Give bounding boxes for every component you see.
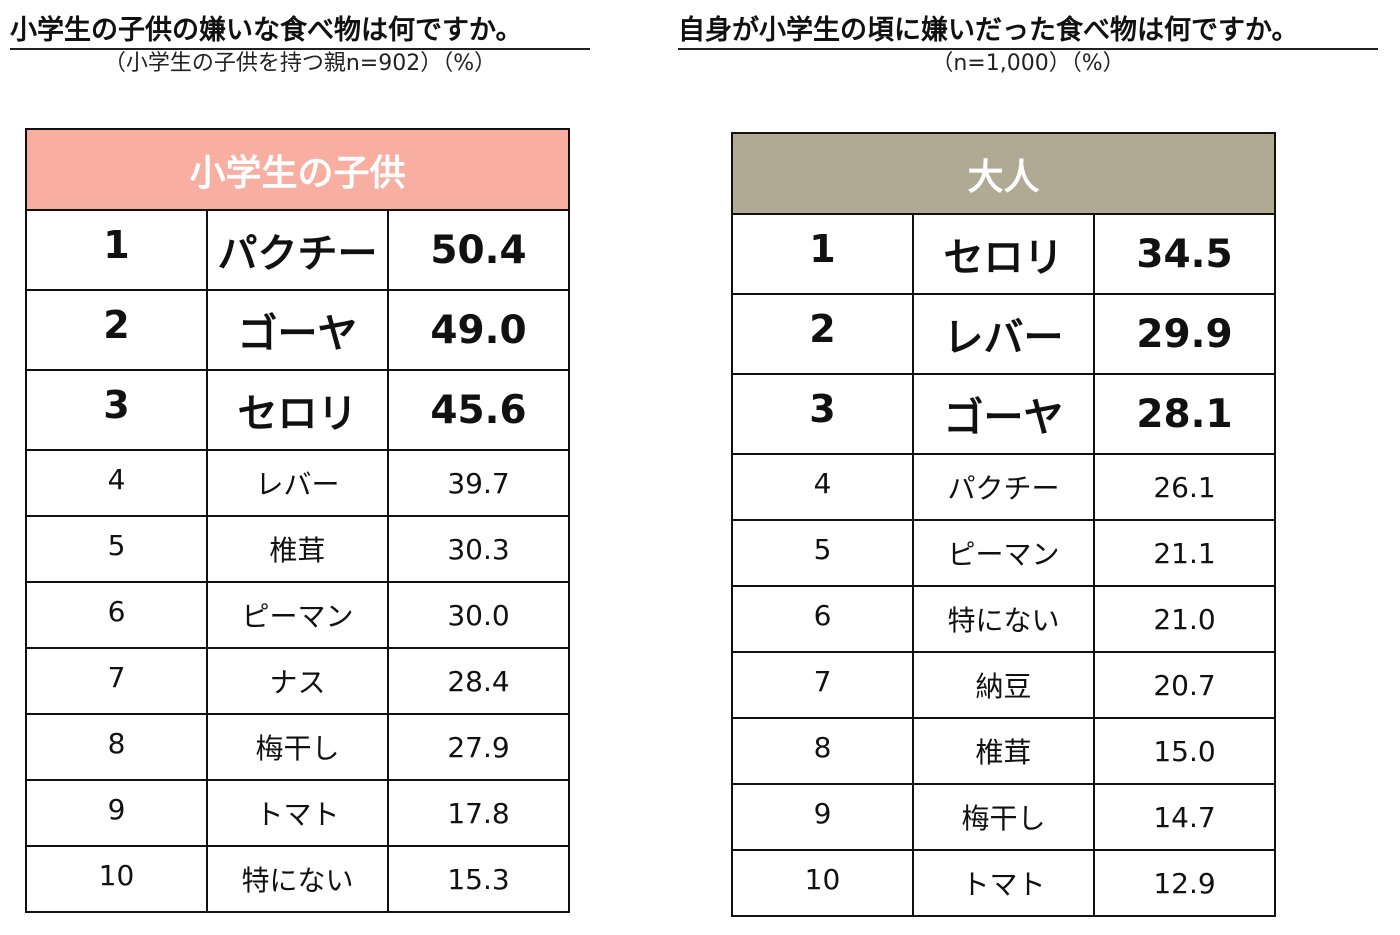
- rank-cell: 1: [731, 213, 914, 295]
- value-cell: 49.0: [387, 289, 570, 371]
- rank-cell: 1: [25, 209, 208, 291]
- value-cell: 39.7: [387, 449, 570, 517]
- value-cell: 20.7: [1093, 651, 1276, 719]
- food-cell: トマト: [206, 779, 389, 847]
- food-cell: ナス: [206, 647, 389, 715]
- table-row: 9 梅干し 14.7: [731, 783, 1276, 851]
- table-row: 5 椎茸 30.3: [25, 515, 570, 583]
- value-cell: 30.0: [387, 581, 570, 649]
- table-row: 3 ゴーヤ 28.1: [731, 373, 1276, 455]
- value-cell: 12.9: [1093, 849, 1276, 917]
- table-row: 6 特にない 21.0: [731, 585, 1276, 653]
- value-cell: 14.7: [1093, 783, 1276, 851]
- value-cell: 15.3: [387, 845, 570, 913]
- rank-cell: 7: [731, 651, 914, 719]
- rank-cell: 3: [731, 373, 914, 455]
- table-header: 大人: [731, 132, 1276, 215]
- food-cell: 椎茸: [206, 515, 389, 583]
- left-subtitle: （小学生の子供を持つ親n=902）（%）: [103, 51, 497, 76]
- table-row: 2 ゴーヤ 49.0: [25, 289, 570, 371]
- rank-cell: 4: [25, 449, 208, 517]
- table-row: 3 セロリ 45.6: [25, 369, 570, 451]
- value-cell: 29.9: [1093, 293, 1276, 375]
- value-cell: 27.9: [387, 713, 570, 781]
- value-cell: 17.8: [387, 779, 570, 847]
- table-row: 10 特にない 15.3: [25, 845, 570, 913]
- value-cell: 50.4: [387, 209, 570, 291]
- value-cell: 15.0: [1093, 717, 1276, 785]
- table-row: 6 ピーマン 30.0: [25, 581, 570, 649]
- children-ranking-table: 小学生の子供 1 パクチー 50.4 2 ゴーヤ 49.0 3 セロリ 45.6 4 レバー 39.7…: [25, 128, 570, 913]
- table-row: 8 椎茸 15.0: [731, 717, 1276, 785]
- table-body: 1 セロリ 34.5 2 レバー 29.9 3 ゴーヤ 28.1 4 パクチー 26.1 5 ピーマン 21…: [731, 213, 1276, 917]
- table-row: 8 梅干し 27.9: [25, 713, 570, 781]
- food-cell: パクチー: [206, 209, 389, 291]
- value-cell: 26.1: [1093, 453, 1276, 521]
- food-cell: ピーマン: [912, 519, 1095, 587]
- table-body: 1 パクチー 50.4 2 ゴーヤ 49.0 3 セロリ 45.6 4 レバー 39.7 5 椎茸 30.3…: [25, 209, 570, 913]
- right-subtitle: （n=1,000）（%）: [931, 51, 1125, 76]
- rank-cell: 2: [25, 289, 208, 371]
- value-cell: 21.0: [1093, 585, 1276, 653]
- table-row: 4 パクチー 26.1: [731, 453, 1276, 521]
- table-row: 10 トマト 12.9: [731, 849, 1276, 917]
- value-cell: 30.3: [387, 515, 570, 583]
- adults-ranking-table: 大人 1 セロリ 34.5 2 レバー 29.9 3 ゴーヤ 28.1 4 パクチー 26.1 5 ピーマ…: [731, 132, 1276, 917]
- value-cell: 34.5: [1093, 213, 1276, 295]
- value-cell: 21.1: [1093, 519, 1276, 587]
- table-row: 2 レバー 29.9: [731, 293, 1276, 375]
- rank-cell: 4: [731, 453, 914, 521]
- food-cell: 椎茸: [912, 717, 1095, 785]
- food-cell: セロリ: [206, 369, 389, 451]
- rank-cell: 10: [731, 849, 914, 917]
- table-row: 1 セロリ 34.5: [731, 213, 1276, 295]
- food-cell: レバー: [206, 449, 389, 517]
- table-row: 4 レバー 39.7: [25, 449, 570, 517]
- rank-cell: 6: [25, 581, 208, 649]
- rank-cell: 3: [25, 369, 208, 451]
- food-cell: 梅干し: [206, 713, 389, 781]
- rank-cell: 7: [25, 647, 208, 715]
- rank-cell: 6: [731, 585, 914, 653]
- food-cell: ピーマン: [206, 581, 389, 649]
- value-cell: 28.1: [1093, 373, 1276, 455]
- food-cell: 納豆: [912, 651, 1095, 719]
- food-cell: 梅干し: [912, 783, 1095, 851]
- food-cell: 特にない: [912, 585, 1095, 653]
- food-cell: ゴーヤ: [912, 373, 1095, 455]
- table-row: 9 トマト 17.8: [25, 779, 570, 847]
- right-title: 自身が小学生の頃に嫌いだった食べ物は何ですか。: [678, 14, 1378, 50]
- table-row: 1 パクチー 50.4: [25, 209, 570, 291]
- food-cell: トマト: [912, 849, 1095, 917]
- rank-cell: 2: [731, 293, 914, 375]
- food-cell: パクチー: [912, 453, 1095, 521]
- rank-cell: 5: [731, 519, 914, 587]
- rank-cell: 9: [25, 779, 208, 847]
- value-cell: 28.4: [387, 647, 570, 715]
- table-row: 7 ナス 28.4: [25, 647, 570, 715]
- value-cell: 45.6: [387, 369, 570, 451]
- table-row: 5 ピーマン 21.1: [731, 519, 1276, 587]
- rank-cell: 5: [25, 515, 208, 583]
- table-row: 7 納豆 20.7: [731, 651, 1276, 719]
- food-cell: レバー: [912, 293, 1095, 375]
- table-header: 小学生の子供: [25, 128, 570, 211]
- rank-cell: 10: [25, 845, 208, 913]
- food-cell: ゴーヤ: [206, 289, 389, 371]
- food-cell: 特にない: [206, 845, 389, 913]
- rank-cell: 9: [731, 783, 914, 851]
- rank-cell: 8: [731, 717, 914, 785]
- left-title: 小学生の子供の嫌いな食べ物は何ですか。: [10, 14, 590, 50]
- rank-cell: 8: [25, 713, 208, 781]
- food-cell: セロリ: [912, 213, 1095, 295]
